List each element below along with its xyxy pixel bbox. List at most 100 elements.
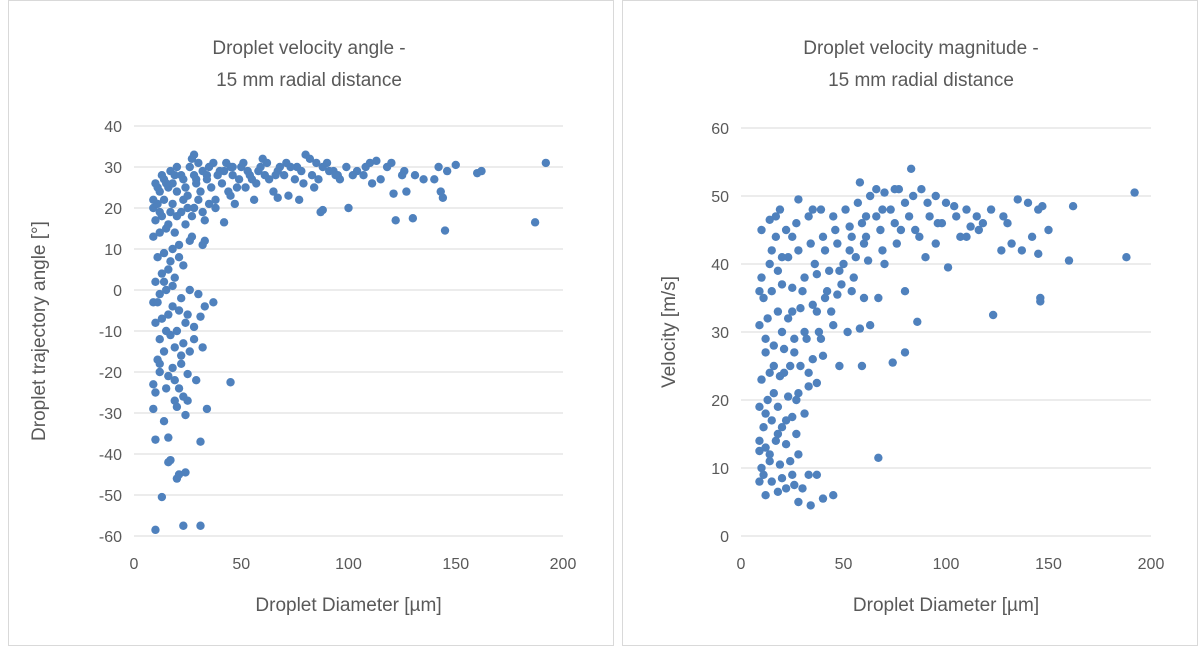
velocity-data-point (781, 440, 791, 449)
velocity-data-point (783, 314, 793, 323)
velocity-data-point (763, 314, 772, 323)
velocity-data-point (818, 494, 828, 503)
angle-data-point (198, 343, 207, 352)
velocity-data-point (777, 327, 787, 337)
angle-data-point (174, 240, 184, 250)
angle-data-point (181, 318, 190, 327)
velocity-data-point (913, 317, 922, 326)
angle-data-point (408, 214, 418, 223)
angle-data-point (151, 525, 160, 535)
velocity-y-tick-label: 10 (711, 461, 729, 478)
velocity-data-point (950, 202, 959, 211)
angle-data-point (226, 378, 235, 387)
velocity-data-point (952, 212, 961, 221)
velocity-data-point (921, 253, 930, 262)
angle-data-point (207, 183, 216, 192)
velocity-data-point (806, 239, 815, 248)
angle-data-point (262, 158, 272, 168)
angle-data-point (168, 363, 177, 373)
velocity-data-point (794, 497, 803, 507)
angle-data-point (451, 160, 460, 170)
angle-x-tick-label: 200 (550, 556, 577, 573)
velocity-data-point (829, 321, 838, 330)
angle-data-point (174, 253, 184, 262)
angle-data-point (196, 437, 205, 446)
velocity-data-point (765, 215, 774, 224)
velocity-data-point (786, 457, 795, 466)
velocity-data-point (808, 205, 817, 214)
angle-data-point (161, 285, 171, 295)
velocity-data-point (769, 389, 778, 398)
velocity-data-point (767, 287, 776, 296)
angle-data-point (275, 162, 285, 172)
velocity-data-point (855, 324, 865, 333)
angle-data-point (185, 285, 194, 295)
velocity-chart-title-line-2: 15 mm radial distance (828, 70, 1014, 91)
angle-y-tick-label: 0 (113, 283, 122, 300)
velocity-data-point (796, 304, 805, 313)
velocity-data-point (773, 402, 783, 411)
angle-data-point (168, 244, 177, 254)
velocity-data-point (999, 212, 1008, 221)
angle-data-point (194, 195, 203, 204)
velocity-data-point (794, 246, 803, 255)
angle-scatter-chart: Droplet velocity angle - 15 mm radial dis… (29, 38, 577, 616)
velocity-data-point (788, 283, 797, 292)
velocity-data-point (956, 232, 965, 241)
angle-data-point (204, 162, 214, 172)
velocity-data-point (773, 307, 783, 316)
velocity-data-point (1038, 202, 1047, 211)
velocity-y-axis-label: Velocity [m/s] (659, 276, 680, 388)
velocity-data-point (788, 307, 797, 316)
angle-data-point (228, 162, 237, 172)
velocity-data-point (839, 259, 848, 269)
velocity-data-point (1036, 297, 1045, 306)
velocity-data-point (757, 225, 766, 235)
velocity-data-point (769, 341, 778, 350)
angle-data-point (153, 298, 162, 307)
angle-data-point (202, 171, 212, 180)
velocity-data-point (757, 463, 766, 473)
angle-data-point (159, 347, 169, 356)
angle-y-tick-label: 40 (104, 119, 122, 136)
velocity-data-point (773, 487, 783, 496)
velocity-data-point (861, 232, 871, 241)
angle-data-point (219, 218, 229, 227)
velocity-data-point (800, 409, 809, 418)
velocity-data-point (761, 491, 770, 500)
angle-data-point (228, 171, 237, 180)
velocity-y-tick-label: 20 (711, 393, 729, 410)
angle-data-point (166, 207, 175, 217)
angle-data-point (164, 265, 173, 274)
angle-data-point (284, 191, 293, 200)
angle-data-point (312, 158, 321, 168)
velocity-data-point (878, 205, 887, 214)
angle-data-point (149, 380, 158, 389)
angle-data-point (151, 318, 160, 327)
angle-data-point (179, 521, 188, 530)
angle-data-point (254, 166, 263, 176)
angle-data-point (294, 195, 304, 204)
velocity-data-point (917, 185, 926, 194)
velocity-y-tick-label: 30 (711, 325, 729, 342)
angle-y-tick-label: -20 (99, 365, 122, 382)
angle-data-point (155, 228, 164, 237)
velocity-data-point (771, 436, 781, 445)
angle-data-point (155, 335, 164, 344)
velocity-x-tick-label: 100 (933, 556, 960, 573)
velocity-data-point (878, 246, 887, 255)
angle-data-point (151, 388, 160, 397)
velocity-data-point (847, 232, 856, 241)
velocity-data-point (765, 368, 774, 377)
angle-data-point (249, 195, 259, 204)
angle-data-point (232, 183, 242, 192)
velocity-data-point (941, 198, 951, 207)
angle-data-point (307, 171, 317, 180)
angle-data-point (168, 281, 177, 291)
velocity-data-point (759, 293, 768, 303)
angle-x-tick-label: 50 (232, 556, 250, 573)
velocity-data-point (777, 280, 787, 289)
velocity-data-point (788, 232, 797, 241)
angle-data-point (273, 193, 282, 202)
angle-data-point (192, 376, 201, 385)
